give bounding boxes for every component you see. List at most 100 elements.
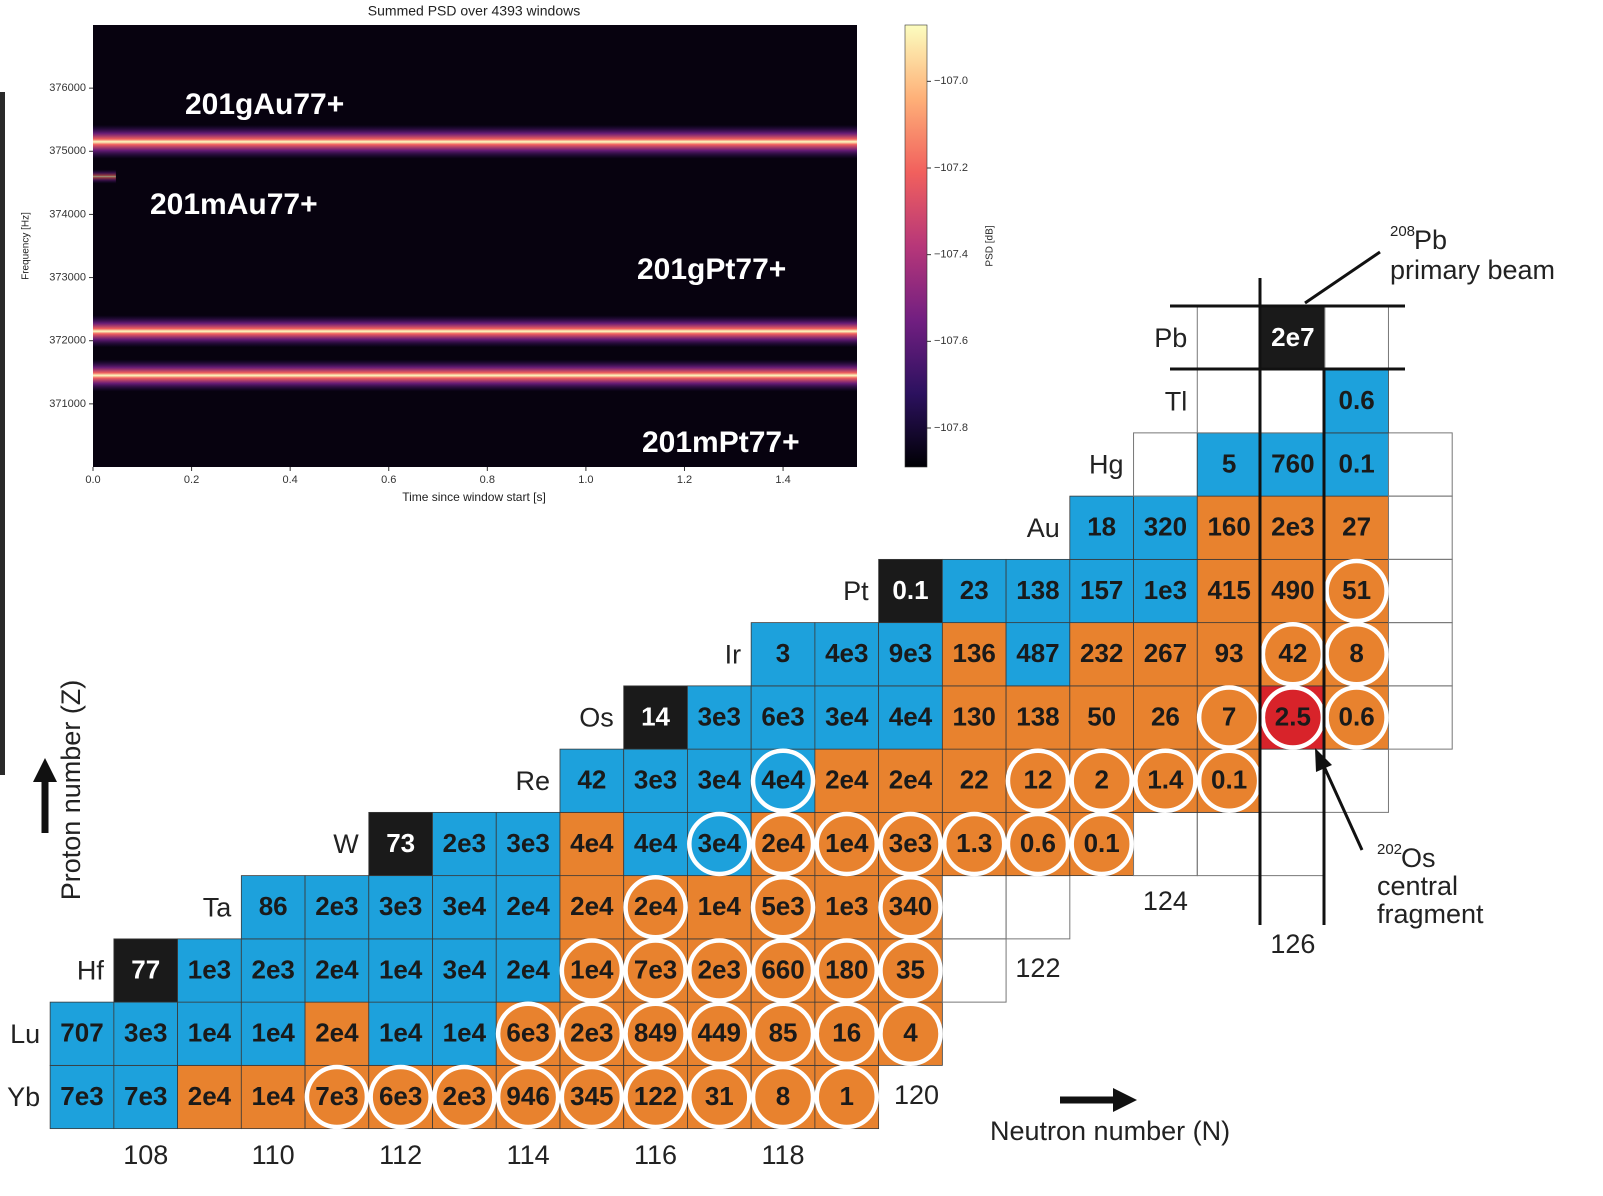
y-tick-label: 376000: [49, 82, 86, 94]
cell-label: 6e3: [506, 1018, 549, 1048]
element-label: Lu: [10, 1019, 40, 1049]
psd-band: [93, 169, 116, 184]
cell-label: 35: [896, 954, 925, 984]
cell-label: 3e3: [506, 828, 549, 858]
element-label: Yb: [7, 1082, 40, 1112]
cell-label: 3e3: [634, 765, 677, 795]
circle-marker: [878, 938, 943, 1003]
circle-marker: [623, 938, 688, 1003]
empty-cell: [1387, 558, 1453, 624]
empty-cell: [1387, 622, 1453, 687]
colorbar-label: PSD [dB]: [985, 225, 996, 266]
circle-marker: [304, 1064, 370, 1130]
cell-label: 0.6: [1339, 385, 1375, 415]
nuclide-cell: [941, 558, 1007, 624]
circle-marker: [941, 811, 1007, 877]
cell-label: 31: [705, 1081, 734, 1111]
element-label: Ir: [725, 639, 742, 669]
cell-label: 3e3: [698, 701, 741, 731]
circle-marker: [814, 1064, 880, 1130]
cell-label: 42: [1278, 638, 1307, 668]
cell-label: 4e4: [761, 765, 805, 795]
cell-label: 22: [960, 765, 989, 795]
beam-symbol: Pb: [1414, 225, 1447, 255]
cell-label: 27: [1342, 512, 1371, 542]
cell-label: 1e4: [698, 891, 742, 921]
circle-marker: [1324, 622, 1389, 687]
neutron-number: 118: [762, 1140, 805, 1170]
circle-marker: [878, 811, 943, 877]
cell-label: 1e4: [188, 1018, 232, 1048]
cell-label: 86: [259, 891, 288, 921]
cell-label: 2.5: [1275, 701, 1311, 731]
nuclide-cell: [177, 938, 242, 1003]
colorbar-tick-label: −107.2: [934, 162, 968, 174]
neutron-number: 108: [123, 1140, 168, 1170]
nuclide-cell: [814, 622, 880, 687]
nuclide-cell: [1324, 369, 1389, 434]
z-axis-label: Proton number (Z): [56, 680, 86, 901]
empty-cell: [941, 875, 1007, 940]
cell-label: 3: [776, 638, 790, 668]
cell-label: 415: [1207, 575, 1250, 605]
neutron-number: 124: [1143, 886, 1188, 916]
nuclide-cell: [623, 685, 688, 750]
cell-label: 0.1: [1084, 828, 1120, 858]
element-label: Ta: [203, 892, 233, 922]
cell-label: 138: [1016, 575, 1059, 605]
circle-marker: [687, 811, 752, 877]
x-tick-label: 0.2: [184, 474, 199, 486]
cell-label: 1e4: [251, 1081, 295, 1111]
nuclide-cell: [368, 811, 433, 877]
cell-label: 7e3: [124, 1081, 167, 1111]
nuclide-cell: [368, 875, 433, 940]
neutron-number: 126: [1270, 929, 1315, 959]
circle-marker: [1324, 685, 1389, 750]
nuclide-cell: [432, 938, 497, 1003]
nuclide-cell: [814, 748, 880, 813]
circle-marker: [559, 1001, 625, 1066]
empty-cell: [1196, 305, 1262, 371]
circle-marker: [1324, 558, 1389, 624]
cell-label: 16: [832, 1018, 861, 1048]
heatmap-layer: 201gAu77+ 201mAu77+ 201gPt77+ 201mPt77+ 0.0 0…: [49, 75, 968, 486]
nuclide-cell: [368, 938, 433, 1003]
cell-label: 160: [1207, 512, 1250, 542]
y-tick-label: 372000: [49, 335, 86, 347]
circle-marker: [623, 1064, 688, 1130]
nuclide-cell: [941, 685, 1007, 750]
cell-label: 2e3: [698, 954, 741, 984]
nuclide-cell: [49, 1064, 115, 1130]
x-tick-label: 0.8: [480, 474, 495, 486]
x-tick-label: 1.4: [775, 474, 790, 486]
y-tick-label: 371000: [49, 398, 86, 410]
circle-marker: [750, 875, 816, 940]
nuclide-cell: [1005, 622, 1071, 687]
circle-marker: [687, 1064, 752, 1130]
empty-cell: [1196, 369, 1262, 434]
fragment-pointer: [1320, 761, 1364, 851]
nuclide-cell: [1196, 622, 1262, 687]
cell-label: 1.3: [956, 828, 992, 858]
empty-cell: [1133, 811, 1198, 877]
cell-label: 1e3: [188, 954, 231, 984]
y-tick-label: 373000: [49, 271, 86, 283]
empty-cell: [1133, 432, 1198, 497]
cell-label: 2e3: [251, 954, 294, 984]
nuclide-cell: [687, 875, 752, 940]
colorbar-tick-label: −107.6: [934, 335, 968, 347]
cell-label: 2e4: [506, 891, 550, 921]
cell-label: 157: [1080, 575, 1123, 605]
beam-mass: 208: [1390, 223, 1415, 240]
element-label: Tl: [1165, 386, 1188, 416]
circle-marker: [495, 1001, 561, 1066]
circle-marker: [814, 1001, 880, 1066]
circle-marker: [495, 1064, 561, 1130]
nuclide-cell: [304, 938, 370, 1003]
cell-label: 3e3: [379, 891, 422, 921]
cell-label: 232: [1080, 638, 1123, 668]
cell-label: 130: [953, 701, 996, 731]
circle-marker: [432, 1064, 497, 1130]
cell-label: 9e3: [889, 638, 932, 668]
